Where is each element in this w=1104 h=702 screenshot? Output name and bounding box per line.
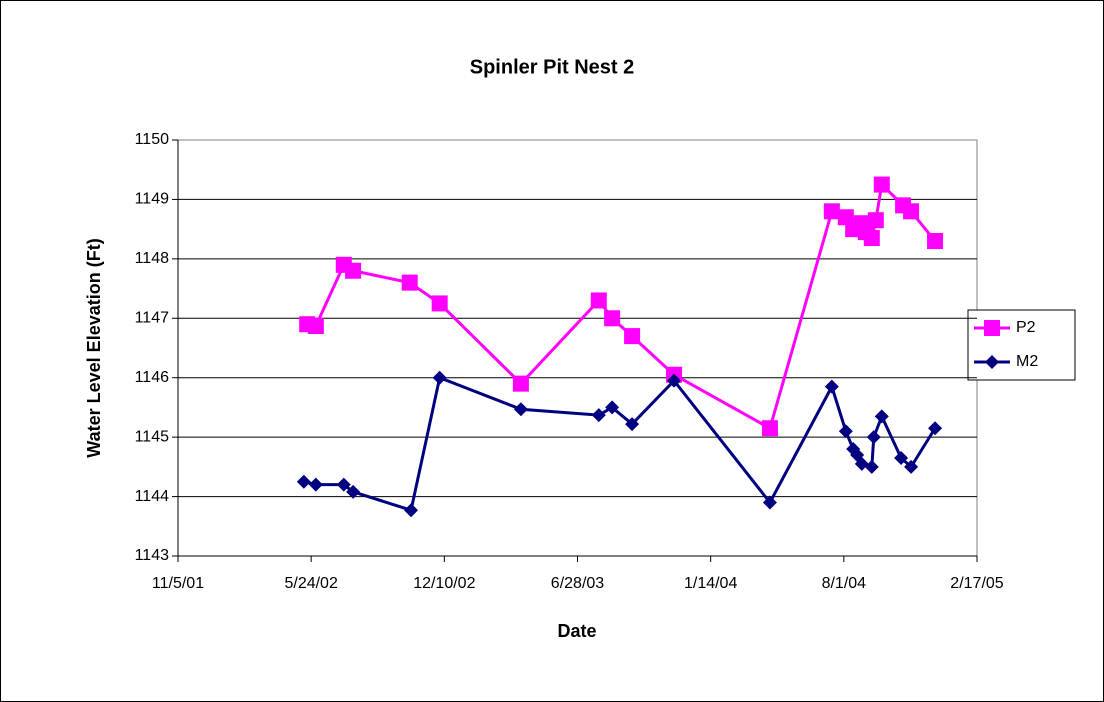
marker: [345, 262, 362, 279]
marker: [432, 370, 447, 385]
marker: [513, 402, 528, 417]
y-tick-label: 1144: [135, 488, 170, 505]
marker: [762, 495, 777, 510]
plot-area: [177, 139, 978, 557]
marker: [625, 417, 640, 432]
marker: [431, 295, 448, 312]
y-axis-title: Water Level Elevation (Ft): [84, 238, 104, 457]
y-tick-label: 1146: [135, 369, 170, 386]
x-axis-title: Date: [557, 621, 596, 641]
marker: [296, 474, 311, 489]
marker: [928, 421, 943, 436]
marker: [904, 459, 919, 474]
x-tick-label: 8/1/04: [822, 575, 867, 592]
x-tick-label: 11/5/01: [152, 575, 204, 592]
x-tick-label: 6/28/03: [551, 575, 604, 592]
marker: [591, 408, 606, 423]
marker: [336, 477, 351, 492]
y-tick-label: 1148: [135, 250, 170, 267]
y-tick-label: 1147: [135, 310, 170, 327]
marker: [590, 292, 607, 309]
marker: [761, 420, 778, 437]
chart-title: Spinler Pit Nest 2: [470, 56, 635, 78]
marker: [864, 459, 879, 474]
y-tick-label: 1143: [135, 547, 170, 564]
y-tick-label: 1149: [135, 191, 170, 208]
marker: [903, 203, 920, 220]
marker: [854, 456, 869, 471]
marker: [346, 484, 361, 499]
marker: [874, 409, 889, 424]
marker: [863, 230, 880, 247]
marker: [667, 373, 682, 388]
marker: [308, 477, 323, 492]
marker: [984, 320, 1000, 336]
marker: [307, 318, 324, 335]
marker: [894, 450, 909, 465]
marker: [401, 274, 418, 291]
x-tick-label: 12/10/02: [413, 575, 475, 592]
marker: [604, 310, 621, 327]
x-tick-label: 2/17/05: [950, 575, 1003, 592]
marker: [867, 212, 884, 229]
marker: [512, 375, 529, 392]
marker: [838, 424, 853, 439]
marker: [404, 503, 419, 518]
legend-label: P2: [1016, 319, 1036, 336]
marker: [624, 328, 641, 345]
legend-label: M2: [1016, 353, 1038, 370]
x-tick-label: 5/24/02: [284, 575, 337, 592]
marker: [823, 203, 840, 220]
y-tick-label: 1150: [135, 131, 170, 148]
marker: [866, 430, 881, 445]
marker: [927, 233, 944, 250]
marker: [873, 176, 890, 193]
y-tick-label: 1145: [135, 428, 170, 445]
marker: [605, 400, 620, 415]
marker: [985, 355, 999, 369]
marker: [824, 379, 839, 394]
x-tick-label: 1/14/04: [684, 575, 737, 592]
